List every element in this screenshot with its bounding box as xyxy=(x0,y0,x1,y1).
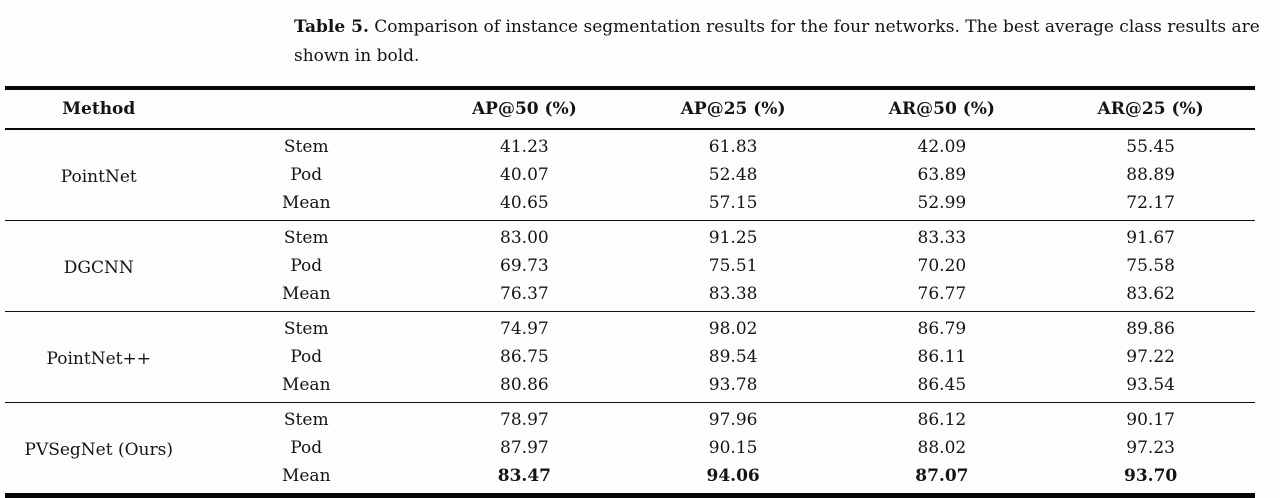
metric-value: 86.75 xyxy=(500,347,549,367)
table-caption: Table 5. Comparison of instance segmenta… xyxy=(294,13,1269,71)
metric-value: 41.23 xyxy=(500,137,549,157)
metric-value: 61.83 xyxy=(708,137,758,157)
metric-value: 63.89 xyxy=(917,165,967,185)
header-method: Method xyxy=(62,99,136,119)
metric-value: 76.37 xyxy=(500,284,549,304)
header-row: Method AP@50 (%) AP@25 (%) AR@50 (%) AR@… xyxy=(5,88,1255,129)
metric-value: 75.51 xyxy=(708,256,758,276)
table-header: Method AP@50 (%) AP@25 (%) AR@50 (%) AR@… xyxy=(5,88,1255,129)
table-row: Pod 40.07 52.48 63.89 88.89 xyxy=(5,161,1255,189)
method-name: DGCNN xyxy=(63,257,134,278)
metric-value: 72.17 xyxy=(1126,193,1175,213)
header-ap25: AP@25 (%) xyxy=(680,99,786,119)
metric-value: 83.38 xyxy=(708,284,758,304)
table-row: Pod 86.75 89.54 86.11 97.22 xyxy=(5,343,1255,371)
class-label: Pod xyxy=(290,347,323,367)
metric-value: 40.07 xyxy=(500,165,549,185)
metric-value: 88.89 xyxy=(1126,165,1175,185)
metric-value: 70.20 xyxy=(917,256,967,276)
method-group-pointnetpp: PointNet++ Stem 74.97 98.02 86.79 89.86 … xyxy=(5,311,1255,403)
metric-value: 97.22 xyxy=(1126,347,1175,367)
header-ar50: AR@50 (%) xyxy=(888,99,995,119)
class-label: Pod xyxy=(290,165,323,185)
method-name: PVSegNet (Ours) xyxy=(24,439,173,460)
table-row: Mean 83.47 94.06 87.07 93.70 xyxy=(5,462,1255,496)
class-label: Mean xyxy=(281,193,331,213)
table-row: Mean 80.86 93.78 86.45 93.54 xyxy=(5,371,1255,403)
header-ar25: AR@25 (%) xyxy=(1097,99,1204,119)
metric-value: 89.86 xyxy=(1126,319,1175,339)
table-row: Mean 40.65 57.15 52.99 72.17 xyxy=(5,189,1255,221)
metric-value: 93.54 xyxy=(1126,375,1175,395)
results-table: Method AP@50 (%) AP@25 (%) AR@50 (%) AR@… xyxy=(5,86,1255,498)
table-row: PointNet Stem 41.23 61.83 42.09 55.45 xyxy=(5,129,1255,187)
metric-value-best: 94.06 xyxy=(706,466,760,486)
metric-value: 42.09 xyxy=(917,137,967,157)
metric-value: 69.73 xyxy=(500,256,549,276)
header-empty xyxy=(193,88,421,129)
metric-value: 93.78 xyxy=(708,375,758,395)
metric-value: 40.65 xyxy=(500,193,549,213)
metric-value: 90.17 xyxy=(1126,410,1175,430)
metric-value-best: 83.47 xyxy=(497,466,551,486)
table-row: PVSegNet (Ours) Stem 78.97 97.96 86.12 9… xyxy=(5,403,1255,460)
class-label: Stem xyxy=(283,410,329,430)
metric-value: 91.25 xyxy=(708,228,758,248)
table-row: Mean 76.37 83.38 76.77 83.62 xyxy=(5,280,1255,312)
metric-value-best: 87.07 xyxy=(915,466,969,486)
metric-value: 86.12 xyxy=(917,410,967,430)
class-label: Mean xyxy=(281,284,331,304)
metric-value: 91.67 xyxy=(1126,228,1175,248)
caption-text: Comparison of instance segmentation resu… xyxy=(294,17,1260,66)
metric-value: 86.11 xyxy=(917,347,967,367)
metric-value: 86.79 xyxy=(917,319,967,339)
metric-value: 89.54 xyxy=(708,347,758,367)
metric-value: 83.00 xyxy=(500,228,549,248)
metric-value-best: 93.70 xyxy=(1124,466,1178,486)
method-name: PointNet++ xyxy=(46,348,151,369)
metric-value: 80.86 xyxy=(500,375,549,395)
class-label: Pod xyxy=(290,438,323,458)
header-ap50: AP@50 (%) xyxy=(471,99,577,119)
table-row: DGCNN Stem 83.00 91.25 83.33 91.67 xyxy=(5,221,1255,278)
metric-value: 98.02 xyxy=(708,319,758,339)
metric-value: 83.62 xyxy=(1126,284,1175,304)
metric-value: 97.23 xyxy=(1126,438,1175,458)
class-label: Pod xyxy=(290,256,323,276)
metric-value: 90.15 xyxy=(708,438,758,458)
class-label: Stem xyxy=(283,228,329,248)
metric-value: 52.48 xyxy=(708,165,758,185)
metric-value: 75.58 xyxy=(1126,256,1175,276)
metric-value: 87.97 xyxy=(500,438,549,458)
class-label: Stem xyxy=(283,319,329,339)
class-label: Stem xyxy=(283,137,329,157)
metric-value: 97.96 xyxy=(708,410,758,430)
method-group-pvsegnet: PVSegNet (Ours) Stem 78.97 97.96 86.12 9… xyxy=(5,402,1255,496)
class-label: Mean xyxy=(281,466,331,486)
class-label: Mean xyxy=(281,375,331,395)
metric-value: 76.77 xyxy=(917,284,967,304)
method-group-pointnet: PointNet Stem 41.23 61.83 42.09 55.45 Po… xyxy=(5,129,1255,221)
metric-value: 55.45 xyxy=(1126,137,1175,157)
metric-value: 86.45 xyxy=(917,375,967,395)
caption-label: Table 5. xyxy=(294,17,369,37)
metric-value: 78.97 xyxy=(500,410,549,430)
table-row: Pod 69.73 75.51 70.20 75.58 xyxy=(5,252,1255,280)
metric-value: 57.15 xyxy=(708,193,758,213)
metric-value: 52.99 xyxy=(917,193,967,213)
metric-value: 74.97 xyxy=(500,319,549,339)
metric-value: 83.33 xyxy=(917,228,967,248)
method-group-dgcnn: DGCNN Stem 83.00 91.25 83.33 91.67 Pod 6… xyxy=(5,220,1255,312)
table-row: Pod 87.97 90.15 88.02 97.23 xyxy=(5,434,1255,462)
metric-value: 88.02 xyxy=(917,438,967,458)
method-name: PointNet xyxy=(60,166,137,187)
table-row: PointNet++ Stem 74.97 98.02 86.79 89.86 xyxy=(5,312,1255,369)
